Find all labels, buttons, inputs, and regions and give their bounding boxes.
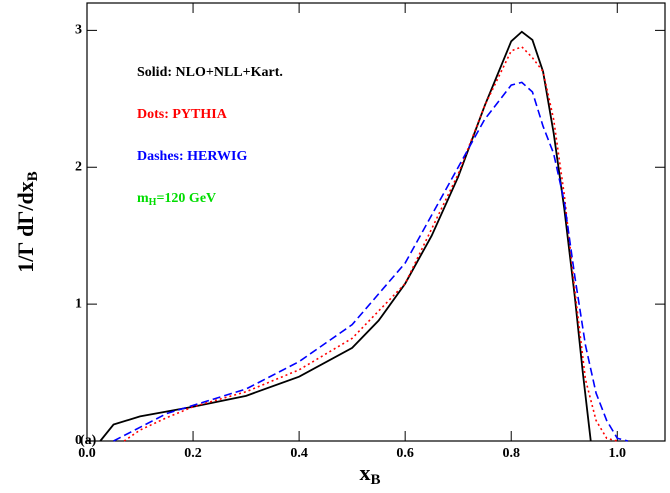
x-axis-label: xB (359, 460, 380, 488)
annotation: Dashes: HERWIG (137, 149, 247, 164)
annotation-text: Dots: PYTHIA (137, 107, 228, 122)
y-tick-label: 0 (75, 433, 82, 448)
annotation-text: =120 GeV (156, 191, 216, 206)
annotation: Dots: PYTHIA (137, 107, 228, 122)
panel-label: (a) (80, 433, 97, 448)
annotation-sub: H (149, 197, 157, 208)
series-line (113, 81, 629, 442)
y-tick-label: 2 (75, 159, 82, 174)
annotation: mH=120 GeV (137, 191, 216, 208)
x-axis-label-sub: B (370, 472, 380, 488)
series-line (99, 30, 592, 442)
series-line (123, 45, 618, 442)
x-tick-label: 0.8 (502, 446, 520, 461)
annotation-text: Dashes: HERWIG (137, 149, 247, 164)
annotation: Solid: NLO+NLL+Kart. (137, 65, 283, 80)
x-tick-label: 0.0 (78, 446, 96, 461)
annotation-text: m (137, 191, 149, 206)
y-axis-label-main: 1/Γ dΓ/dx (13, 181, 38, 272)
y-tick-label: 3 (75, 23, 82, 38)
annotation-text: Solid: NLO+NLL+Kart. (137, 65, 283, 80)
x-tick-label: 0.6 (396, 446, 414, 461)
x-tick-label: 0.4 (290, 446, 308, 461)
y-axis-label-sub: B (25, 171, 41, 181)
plot-frame (86, 2, 666, 442)
x-tick-label: 1.0 (609, 446, 627, 461)
x-tick-label: 0.2 (184, 446, 202, 461)
y-tick-label: 1 (75, 296, 82, 311)
x-axis-label-main: x (359, 460, 370, 485)
y-axis-label: 1/Γ dΓ/dxB (13, 171, 41, 272)
